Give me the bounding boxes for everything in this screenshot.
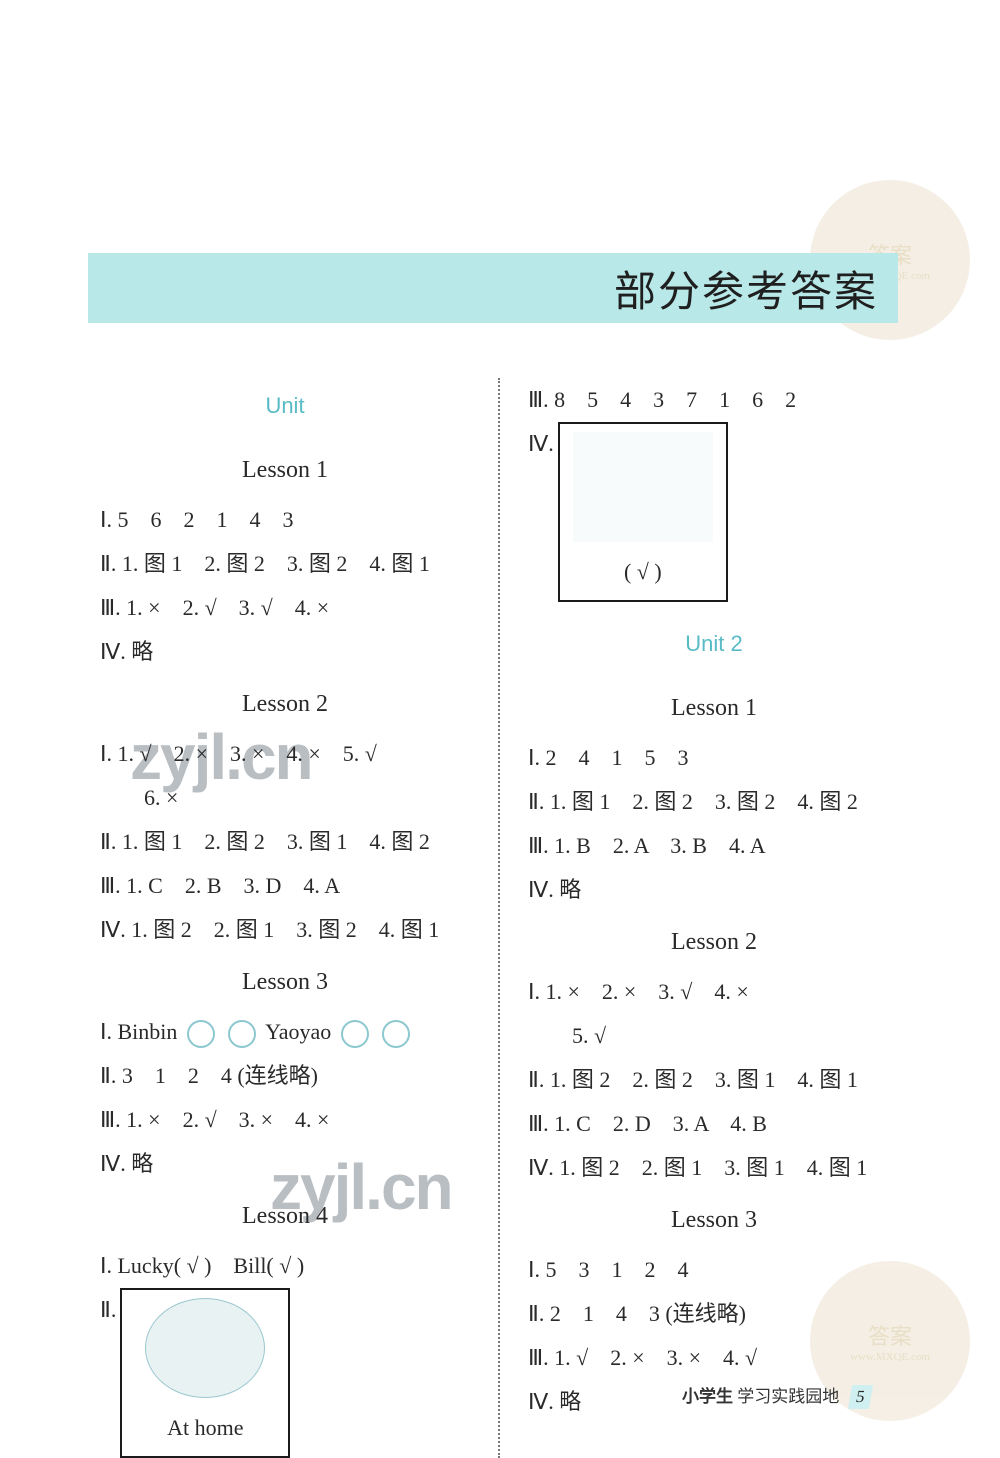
l1-3: Ⅲ. 1. × 2. √ 3. √ 4. × [100, 586, 470, 630]
image-box-check: ( √ ) [558, 422, 728, 602]
r3-3: Ⅲ. 1. √ 2. × 3. × 4. √ [528, 1336, 900, 1380]
r-lesson-2-title: Lesson 2 [528, 918, 900, 966]
r1-4: Ⅳ. 略 [528, 868, 900, 912]
circle-icon [228, 1020, 256, 1048]
l2-2: Ⅱ. 1. 图 1 2. 图 2 3. 图 1 4. 图 2 [100, 820, 470, 864]
l1-1: Ⅰ. 5 6 2 1 4 3 [100, 498, 470, 542]
r3-2: Ⅱ. 2 1 4 3 (连线略) [528, 1292, 900, 1336]
page-number: 5 [847, 1385, 872, 1409]
l4-1: Ⅰ. Lucky( √ ) Bill( √ ) [100, 1244, 470, 1288]
lesson-4-title: Lesson 4 [100, 1192, 470, 1240]
l1-2: Ⅱ. 1. 图 1 2. 图 2 3. 图 2 4. 图 1 [100, 542, 470, 586]
image-placeholder-icon [573, 432, 713, 542]
image-caption: At home [167, 1415, 243, 1440]
r1-1: Ⅰ. 2 4 1 5 3 [528, 736, 900, 780]
l3-4: Ⅳ. 略 [100, 1142, 470, 1186]
image-check: ( √ ) [624, 559, 662, 584]
l2-3: Ⅲ. 1. C 2. B 3. D 4. A [100, 864, 470, 908]
left-column: Unit Lesson 1 Ⅰ. 5 6 2 1 4 3 Ⅱ. 1. 图 1 2… [90, 378, 500, 1458]
r2-1: Ⅰ. 1. × 2. × 3. √ 4. × [528, 970, 900, 1014]
r2-1b: 5. √ [528, 1014, 900, 1058]
page-footer: 小学生 学习实践园地 5 [682, 1382, 870, 1409]
footer-brand: 小学生 [682, 1387, 733, 1406]
lesson-3-title: Lesson 3 [100, 958, 470, 1006]
unit-title-left: Unit [100, 384, 470, 428]
content-columns: Unit Lesson 1 Ⅰ. 5 6 2 1 4 3 Ⅱ. 1. 图 1 2… [90, 378, 910, 1458]
l2-1: Ⅰ. 1. √ 2. × 3. × 4. × 5. √ [100, 732, 470, 776]
l3-1a: Ⅰ. Binbin [100, 1019, 177, 1044]
l4-2: Ⅱ. At home [100, 1288, 470, 1458]
r2-2: Ⅱ. 1. 图 2 2. 图 2 3. 图 1 4. 图 1 [528, 1058, 900, 1102]
page-title: 部分参考答案 [614, 258, 878, 319]
l1-4: Ⅳ. 略 [100, 630, 470, 674]
l2-4: Ⅳ. 1. 图 2 2. 图 1 3. 图 2 4. 图 1 [100, 908, 470, 952]
title-banner: 部分参考答案 [88, 253, 898, 323]
l3-1b: Yaoyao [265, 1019, 331, 1044]
l3-3: Ⅲ. 1. × 2. √ 3. × 4. × [100, 1098, 470, 1142]
l2-1b: 6. × [100, 776, 470, 820]
lesson-2-title: Lesson 2 [100, 680, 470, 728]
circle-icon [382, 1020, 410, 1048]
r-top-2: Ⅳ. ( √ ) [528, 422, 900, 602]
r-lesson-3-title: Lesson 3 [528, 1196, 900, 1244]
circle-icon [341, 1020, 369, 1048]
l3-2: Ⅱ. 3 1 2 4 (连线略) [100, 1054, 470, 1098]
r3-1: Ⅰ. 5 3 1 2 4 [528, 1248, 900, 1292]
l4-2-prefix: Ⅱ. [100, 1288, 116, 1332]
image-box-at-home: At home [120, 1288, 290, 1458]
image-placeholder-icon [145, 1298, 265, 1398]
l3-1: Ⅰ. Binbin Yaoyao [100, 1010, 470, 1054]
right-column: Ⅲ. 8 5 4 3 7 1 6 2 Ⅳ. ( √ ) Unit 2 Lesso… [500, 378, 910, 1458]
r-lesson-1-title: Lesson 1 [528, 684, 900, 732]
r-top-2-prefix: Ⅳ. [528, 422, 554, 466]
lesson-1-title: Lesson 1 [100, 446, 470, 494]
r2-3: Ⅲ. 1. C 2. D 3. A 4. B [528, 1102, 900, 1146]
r1-3: Ⅲ. 1. B 2. A 3. B 4. A [528, 824, 900, 868]
unit-title-right: Unit 2 [528, 622, 900, 666]
r1-2: Ⅱ. 1. 图 1 2. 图 2 3. 图 2 4. 图 2 [528, 780, 900, 824]
r2-4: Ⅳ. 1. 图 2 2. 图 1 3. 图 1 4. 图 1 [528, 1146, 900, 1190]
circle-icon [187, 1020, 215, 1048]
footer-label: 学习实践园地 [737, 1387, 839, 1406]
r-top-1: Ⅲ. 8 5 4 3 7 1 6 2 [528, 378, 900, 422]
